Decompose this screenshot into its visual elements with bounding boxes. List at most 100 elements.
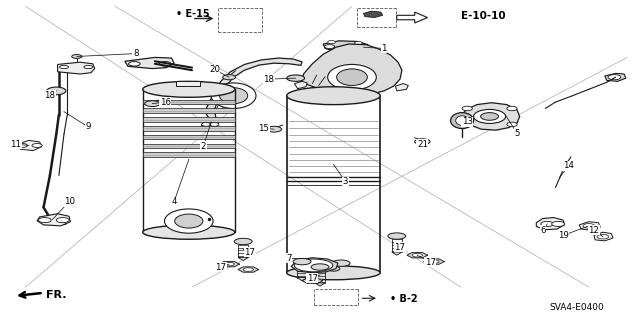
- Text: 17: 17: [244, 248, 255, 256]
- Ellipse shape: [552, 221, 564, 226]
- Text: • B-2: • B-2: [390, 294, 418, 304]
- Polygon shape: [579, 222, 600, 230]
- Text: • E-15: • E-15: [176, 9, 210, 19]
- Polygon shape: [396, 84, 408, 91]
- Polygon shape: [219, 262, 239, 267]
- Polygon shape: [397, 12, 428, 23]
- Ellipse shape: [293, 258, 311, 265]
- Polygon shape: [461, 103, 520, 130]
- Polygon shape: [143, 126, 235, 131]
- Ellipse shape: [328, 64, 376, 90]
- Ellipse shape: [287, 87, 380, 105]
- Text: 14: 14: [563, 161, 574, 170]
- Text: 3: 3: [343, 177, 348, 186]
- Polygon shape: [594, 232, 613, 241]
- Ellipse shape: [327, 266, 340, 271]
- Ellipse shape: [355, 45, 365, 48]
- Ellipse shape: [210, 122, 219, 126]
- Text: 2: 2: [201, 142, 206, 151]
- Polygon shape: [143, 117, 235, 122]
- Text: 11: 11: [10, 140, 22, 149]
- Polygon shape: [205, 58, 302, 122]
- Ellipse shape: [507, 122, 517, 127]
- Ellipse shape: [72, 55, 82, 58]
- Polygon shape: [300, 44, 402, 96]
- Ellipse shape: [223, 75, 236, 80]
- Ellipse shape: [38, 218, 51, 223]
- Ellipse shape: [164, 209, 213, 233]
- Text: SVA4-E0400: SVA4-E0400: [549, 303, 604, 312]
- Polygon shape: [238, 267, 259, 272]
- Ellipse shape: [220, 88, 248, 104]
- Ellipse shape: [287, 266, 380, 280]
- Text: 15: 15: [258, 124, 269, 133]
- Ellipse shape: [507, 106, 517, 111]
- Ellipse shape: [332, 260, 350, 266]
- Polygon shape: [18, 140, 42, 151]
- Polygon shape: [364, 11, 383, 18]
- Ellipse shape: [56, 218, 69, 223]
- Ellipse shape: [415, 139, 430, 145]
- Text: 7: 7: [287, 254, 292, 263]
- Ellipse shape: [159, 62, 171, 66]
- Polygon shape: [238, 257, 248, 261]
- Ellipse shape: [474, 109, 506, 123]
- Polygon shape: [323, 41, 368, 52]
- Polygon shape: [302, 278, 323, 283]
- Ellipse shape: [541, 221, 554, 226]
- Text: 1: 1: [381, 44, 387, 53]
- Ellipse shape: [429, 260, 439, 263]
- Text: 9: 9: [86, 122, 91, 131]
- Text: FR.: FR.: [46, 290, 67, 300]
- Ellipse shape: [355, 41, 362, 45]
- Text: 16: 16: [159, 98, 171, 107]
- Ellipse shape: [337, 69, 367, 85]
- Polygon shape: [605, 73, 626, 81]
- Text: 21: 21: [417, 140, 428, 149]
- Ellipse shape: [412, 253, 422, 257]
- Polygon shape: [143, 144, 235, 148]
- Polygon shape: [176, 81, 200, 86]
- Polygon shape: [37, 214, 70, 226]
- Ellipse shape: [32, 144, 42, 147]
- Polygon shape: [315, 283, 325, 286]
- Polygon shape: [143, 100, 235, 104]
- Ellipse shape: [462, 106, 472, 111]
- Ellipse shape: [224, 262, 234, 266]
- Text: E-10-10: E-10-10: [461, 11, 506, 21]
- Ellipse shape: [311, 264, 329, 270]
- Ellipse shape: [84, 65, 93, 69]
- Ellipse shape: [317, 260, 335, 266]
- Ellipse shape: [60, 65, 68, 69]
- Text: 12: 12: [588, 226, 600, 235]
- Ellipse shape: [243, 268, 253, 271]
- Polygon shape: [202, 120, 219, 128]
- Text: 18: 18: [263, 75, 275, 84]
- Text: 13: 13: [461, 117, 473, 126]
- Text: 17: 17: [394, 243, 406, 252]
- Text: 17: 17: [424, 258, 436, 267]
- Polygon shape: [536, 218, 564, 230]
- Ellipse shape: [145, 101, 160, 107]
- Ellipse shape: [202, 122, 211, 126]
- Text: 10: 10: [63, 197, 75, 206]
- Ellipse shape: [597, 234, 609, 239]
- Text: 6: 6: [540, 226, 545, 235]
- Polygon shape: [125, 57, 174, 69]
- Polygon shape: [143, 152, 235, 157]
- Ellipse shape: [451, 113, 474, 129]
- Ellipse shape: [143, 225, 235, 239]
- Ellipse shape: [456, 116, 468, 125]
- Ellipse shape: [129, 62, 140, 66]
- Polygon shape: [294, 81, 307, 89]
- Ellipse shape: [47, 87, 66, 95]
- Ellipse shape: [287, 75, 305, 81]
- Ellipse shape: [17, 144, 28, 147]
- Polygon shape: [58, 62, 95, 74]
- Text: 17: 17: [215, 263, 227, 272]
- Text: 4: 4: [172, 197, 177, 206]
- Ellipse shape: [175, 214, 203, 228]
- Polygon shape: [143, 108, 235, 113]
- Text: 19: 19: [558, 231, 568, 240]
- Text: 8: 8: [133, 49, 138, 58]
